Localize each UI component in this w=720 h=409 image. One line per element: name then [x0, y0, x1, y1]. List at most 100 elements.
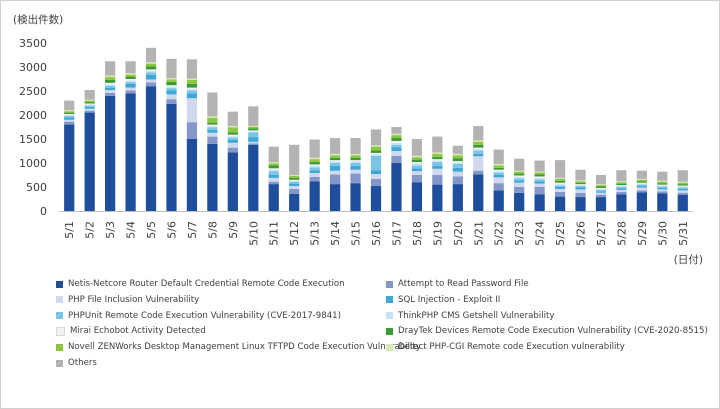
- bar-segment: [432, 156, 443, 160]
- x-tick-label: 5/16: [370, 221, 383, 246]
- bar-segment: [554, 180, 566, 183]
- x-tick-label: 5/1: [63, 221, 76, 239]
- bar-segment: [616, 183, 627, 186]
- plot-area: (検出件数) 0 500 1000 1500 2000 2500 3000 3500 5/1 5/2…: [13, 13, 703, 266]
- bar-segment: [493, 163, 504, 166]
- bar-segment: [64, 100, 75, 111]
- y-axis-title: (検出件数): [13, 13, 63, 26]
- x-tick-label: 5/25: [554, 221, 567, 246]
- bar-segment: [391, 163, 402, 211]
- bar-segment: [329, 174, 341, 185]
- legend-label: Others: [68, 358, 97, 368]
- bar-segment: [575, 169, 586, 181]
- bar-segment: [166, 58, 177, 79]
- x-tick-label: 5/24: [534, 221, 547, 246]
- bar-segment: [289, 175, 300, 178]
- bar-segment: [575, 186, 586, 188]
- bar-segment: [554, 191, 566, 197]
- bar-segment: [432, 153, 443, 157]
- bar-segment: [166, 86, 177, 89]
- bar-segment: [534, 171, 545, 173]
- x-tick-label: 5/20: [452, 221, 465, 246]
- bar-segment: [554, 178, 566, 181]
- bar-segment: [595, 191, 607, 193]
- bar-segment: [166, 88, 177, 91]
- bar-segment: [452, 162, 463, 164]
- bar-segment: [411, 163, 423, 166]
- bar-segment: [350, 165, 361, 170]
- bar-segment: [64, 114, 75, 115]
- legend-label: Detect PHP-CGI Remote code Execution vul…: [398, 342, 625, 353]
- legend-item: PHP File Inclusion Vulnerability: [56, 295, 199, 305]
- bar-segment: [452, 145, 463, 154]
- bar-segment: [268, 169, 279, 172]
- legend-item: Detect PHP-CGI Remote code Execution vul…: [386, 342, 625, 352]
- bar-segment: [514, 170, 525, 172]
- bar-segment: [677, 184, 688, 186]
- bar-segment: [595, 185, 607, 187]
- bar-segment: [309, 181, 320, 211]
- bar-segment: [166, 99, 177, 104]
- legend-swatch: [386, 296, 393, 304]
- bar-segment: [105, 77, 116, 80]
- bar-segment: [370, 174, 382, 179]
- bar-segment: [534, 160, 545, 172]
- bar-segment: [554, 188, 566, 192]
- bar-segment: [575, 184, 586, 186]
- x-tick-label: 5/6: [165, 221, 178, 239]
- bar-segment: [227, 152, 238, 211]
- bar-segment: [84, 90, 95, 100]
- bar-segment: [493, 167, 504, 170]
- bar-segment: [411, 165, 423, 169]
- bar-segment: [207, 132, 218, 137]
- bar-segment: [268, 162, 279, 164]
- bar-segment: [207, 117, 218, 123]
- x-tick-label: 5/31: [677, 221, 690, 246]
- bar-segment: [125, 87, 136, 91]
- bar-segment: [125, 61, 136, 74]
- bar-segment: [289, 179, 300, 181]
- bar-segment: [145, 72, 157, 75]
- bar-segment: [575, 187, 586, 190]
- bar-segment: [370, 186, 382, 211]
- bar-segment: [473, 149, 484, 151]
- bar-segment: [289, 144, 300, 175]
- bar-segment: [207, 122, 218, 125]
- bar-segment: [227, 134, 238, 137]
- bar-segment: [186, 93, 198, 99]
- bar-segment: [309, 162, 320, 165]
- bar-segment: [248, 137, 259, 142]
- bar-segment: [268, 163, 279, 166]
- bar-segment: [534, 181, 545, 184]
- x-tick-label: 5/28: [615, 221, 628, 246]
- bar-segment: [636, 190, 647, 193]
- legend-item: PHPUnit Remote Code Execution Vulnerabil…: [56, 311, 341, 321]
- bar-segment: [473, 153, 484, 157]
- bar-segment: [514, 171, 525, 174]
- bar-segment: [677, 170, 688, 182]
- bar-segment: [636, 192, 647, 211]
- y-tick-label: 2000: [19, 109, 47, 122]
- bar-segment: [329, 161, 341, 163]
- bar-segment: [636, 179, 647, 182]
- x-axis-title: (日付): [674, 253, 703, 266]
- legend-item: SQL Injection - Exploit II: [386, 295, 500, 305]
- bar-segment: [84, 112, 95, 211]
- bar-segment: [64, 124, 75, 211]
- bar-segment: [411, 168, 423, 172]
- bar-segment: [677, 187, 688, 189]
- bar-segment: [554, 182, 566, 185]
- bar-segment: [411, 159, 423, 163]
- bar-segment: [657, 186, 668, 188]
- y-tick-label: 0: [40, 205, 47, 218]
- bar-segment: [391, 144, 402, 148]
- bar-segment: [125, 93, 136, 211]
- bar-segment: [391, 135, 402, 139]
- bar-segment: [595, 189, 607, 192]
- bar-segment: [554, 185, 566, 187]
- bar-segment: [64, 110, 75, 112]
- bar-segment: [391, 142, 402, 145]
- bar-segment: [657, 183, 668, 185]
- bar-segment: [248, 130, 259, 132]
- y-tick-label: 1000: [19, 157, 47, 170]
